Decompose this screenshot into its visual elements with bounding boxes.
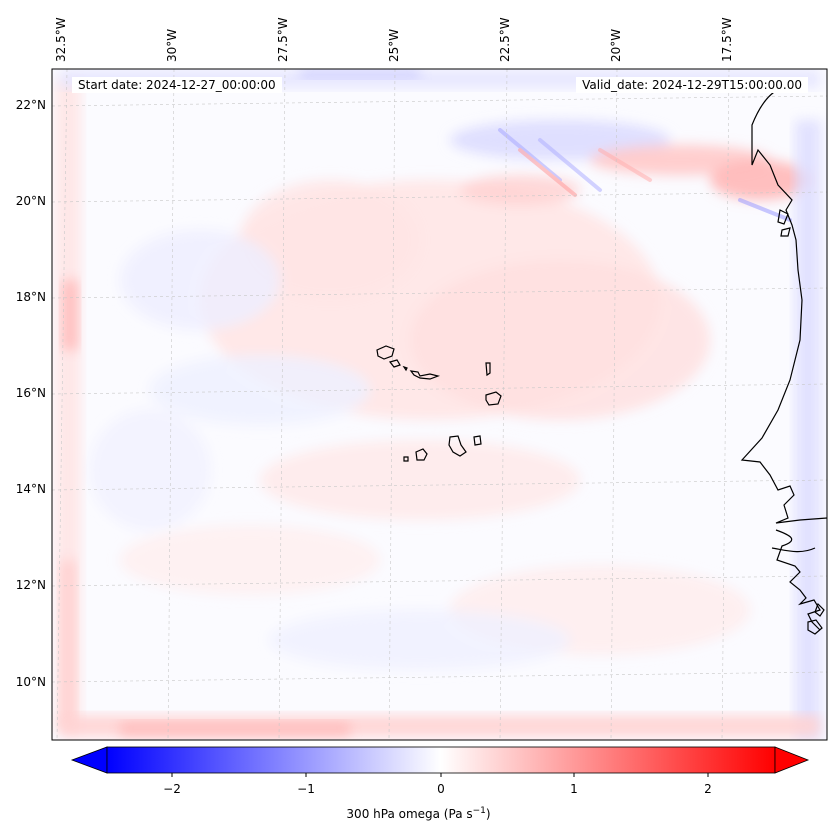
start-date-label: Start date: 2024-12-27_00:00:00 — [72, 77, 282, 93]
colorbar-low-extend — [70, 746, 108, 774]
colorbar-high-extend — [774, 746, 810, 774]
island-maio — [473, 435, 482, 446]
lon-label: 17.5°W — [720, 17, 734, 62]
omega-field — [52, 69, 827, 740]
colorbar-gradient — [106, 746, 776, 774]
lon-label: 27.5°W — [276, 17, 290, 62]
cape-verde-islands — [376, 345, 502, 462]
lat-label: 18°N — [15, 290, 46, 304]
island-sao-nicolau — [409, 370, 441, 380]
colorbar-tick: 0 — [437, 782, 445, 796]
coastline — [740, 87, 827, 635]
island-sal — [485, 362, 491, 377]
colorbar-label-exponent: −1 — [472, 806, 486, 816]
lon-label: 20°W — [609, 28, 623, 62]
lat-label: 16°N — [15, 386, 46, 400]
island-fogo — [415, 448, 428, 461]
lat-label: 20°N — [15, 194, 46, 208]
colorbar-tick: −2 — [163, 782, 181, 796]
island-santo-antao — [376, 345, 395, 360]
colorbar-tick: 1 — [570, 782, 578, 796]
lat-label: 12°N — [15, 578, 46, 592]
island-santiago — [448, 435, 467, 457]
colorbar — [70, 746, 810, 777]
island-boa-vista — [485, 391, 502, 406]
island-sao-vicente — [388, 359, 401, 368]
colorbar-label-text: 300 hPa omega (Pa s — [346, 807, 473, 821]
valid-date-label: Valid_date: 2024-12-29T15:00:00.00 — [576, 77, 808, 93]
lon-label: 32.5°W — [54, 17, 68, 62]
colorbar-label-close: ) — [485, 807, 491, 821]
island-santa-luzia — [402, 365, 408, 372]
colorbar-label: 300 hPa omega (Pa s−1) — [0, 806, 837, 821]
island-brava — [403, 456, 409, 462]
colorbar-tick: 2 — [704, 782, 712, 796]
lon-label: 22.5°W — [498, 17, 512, 62]
lon-label: 25°W — [387, 28, 401, 62]
lat-label: 14°N — [15, 482, 46, 496]
gridlines — [52, 69, 827, 740]
map-frame — [51, 68, 828, 741]
colorbar-tick: −1 — [297, 782, 315, 796]
lat-label: 22°N — [15, 98, 46, 112]
lat-label: 10°N — [15, 675, 46, 689]
lon-label: 30°W — [165, 28, 179, 62]
